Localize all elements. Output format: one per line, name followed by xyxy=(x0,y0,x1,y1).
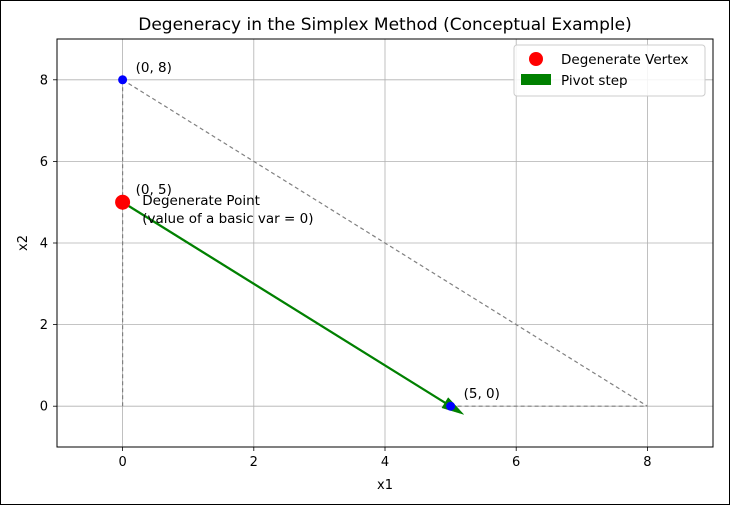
y-tick-label: 4 xyxy=(40,237,48,252)
y-tick-label: 2 xyxy=(40,318,48,333)
y-tick-label: 6 xyxy=(40,155,48,170)
pivot-arrow xyxy=(121,201,465,415)
vertex-label: (0, 8) xyxy=(136,60,172,76)
legend-marker-degenerate xyxy=(529,52,543,66)
feasible-region-edge xyxy=(122,79,648,407)
degenerate-vertex-point xyxy=(115,194,131,210)
pivot-step xyxy=(121,201,465,415)
x-tick-label: 2 xyxy=(250,455,258,470)
vertex-point xyxy=(118,75,128,85)
legend-label-degenerate: Degenerate Vertex xyxy=(561,52,689,68)
y-tick-label: 8 xyxy=(40,73,48,88)
x-tick-label: 0 xyxy=(118,455,126,470)
vertex-point xyxy=(446,401,456,411)
legend: Degenerate Vertex Pivot step xyxy=(513,44,706,97)
x-tick-label: 4 xyxy=(381,455,389,470)
y-tick-label: 0 xyxy=(40,400,48,415)
legend-marker-pivot xyxy=(521,74,551,85)
x-axis-label: x1 xyxy=(377,478,393,493)
chart-title: Degeneracy in the Simplex Method (Concep… xyxy=(138,15,631,35)
vertex-label: (5, 0) xyxy=(464,386,500,402)
legend-box xyxy=(513,44,706,97)
x-tick-label: 6 xyxy=(512,455,520,470)
degenerate-annotation-line: Degenerate Point xyxy=(142,193,260,209)
legend-label-pivot: Pivot step xyxy=(561,73,628,89)
point-labels: (0, 8) (5, 0) (0, 5)Degenerate Point (value… xyxy=(136,60,500,402)
x-tick-label: 8 xyxy=(643,455,651,470)
ticks: 0 2 4 6 8 0 2 4 6 8 xyxy=(40,73,652,470)
points xyxy=(115,75,456,411)
degenerate-annotation-line: (value of a basic var = 0) xyxy=(142,211,313,227)
degenerate-vertex-label: (0, 5) xyxy=(136,182,172,198)
feasible-region xyxy=(121,79,648,407)
y-axis-label: x2 xyxy=(16,235,31,251)
